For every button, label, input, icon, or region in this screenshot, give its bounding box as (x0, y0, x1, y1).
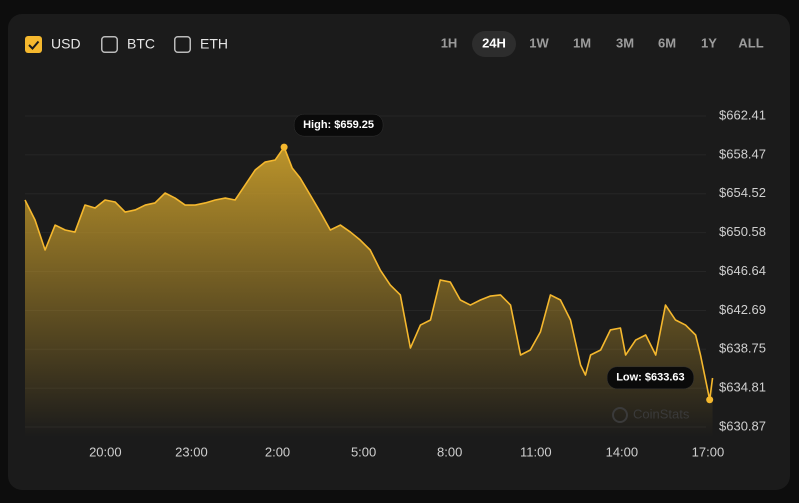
annotation-bg (606, 366, 694, 390)
x-tick-label: 2:00 (265, 444, 290, 459)
range-button[interactable]: 1M (573, 35, 591, 50)
annotation-bg (293, 113, 384, 137)
y-tick-label: $638.75 (719, 341, 766, 356)
high-annotation: High: $659.25 (293, 113, 384, 137)
currency-label: BTC (127, 36, 155, 52)
x-tick-label: 23:00 (175, 444, 208, 459)
range-button[interactable]: 6M (658, 35, 676, 50)
range-button[interactable]: 1W (529, 35, 549, 50)
controls: USD BTC ETH 1H 24H 1W 1M 3M 6M 1Y ALL (25, 31, 764, 57)
price-line (24, 146, 714, 401)
x-tick-label: 11:00 (520, 444, 552, 459)
currency-label: ETH (200, 36, 228, 52)
y-tick-label: $646.64 (719, 263, 766, 278)
watermark-text: CoinStats (633, 406, 690, 421)
range-button[interactable]: 3M (616, 35, 634, 50)
range-button[interactable]: 1Y (701, 35, 717, 50)
currency-toggle[interactable]: BTC (101, 36, 155, 53)
low-point (706, 396, 714, 404)
range-button[interactable]: ALL (738, 35, 763, 50)
x-tick-label: 17:00 (692, 444, 725, 459)
checkbox (25, 36, 42, 53)
high-point (280, 143, 288, 151)
y-tick-label: $642.69 (719, 302, 766, 317)
range-label: 1W (529, 35, 549, 50)
y-tick-label: $630.87 (719, 418, 766, 433)
y-tick-label: $654.52 (719, 185, 766, 200)
currency-label: USD (51, 36, 81, 52)
range-label: 1H (441, 35, 458, 50)
checkbox (174, 36, 191, 53)
range-active-bg (472, 31, 516, 57)
y-tick-label: $634.81 (719, 380, 766, 395)
currency-toggle[interactable]: ETH (174, 36, 228, 53)
currency-toggle[interactable]: USD (25, 36, 81, 53)
watermark: CoinStats (612, 406, 690, 423)
range-button[interactable]: 24H (472, 31, 516, 57)
checkbox (101, 36, 118, 53)
x-tick-label: 5:00 (351, 444, 376, 459)
annotation-text: Low: $633.63 (616, 372, 684, 384)
range-label: 6M (658, 35, 676, 50)
range-button[interactable]: 1H (441, 35, 458, 50)
checkmark (28, 40, 40, 50)
price-area (25, 147, 713, 437)
x-tick-label: 20:00 (89, 444, 122, 459)
range-label: ALL (738, 35, 763, 50)
low-annotation: Low: $633.63 (606, 366, 694, 390)
plot: $630.87 $634.81 $638.75 $642.69 $646.64 $650.… (24, 107, 766, 459)
range-label: 1M (573, 35, 591, 50)
range-label: 24H (482, 35, 506, 50)
x-tick-label: 8:00 (437, 444, 462, 459)
y-tick-label: $650.58 (719, 224, 766, 239)
annotation-text: High: $659.25 (303, 119, 374, 131)
x-tick-label: 14:00 (606, 444, 639, 459)
watermark-icon (612, 407, 628, 423)
range-label: 3M (616, 35, 634, 50)
y-tick-label: $658.47 (719, 146, 766, 161)
range-label: 1Y (701, 35, 717, 50)
y-tick-label: $662.41 (719, 107, 766, 122)
